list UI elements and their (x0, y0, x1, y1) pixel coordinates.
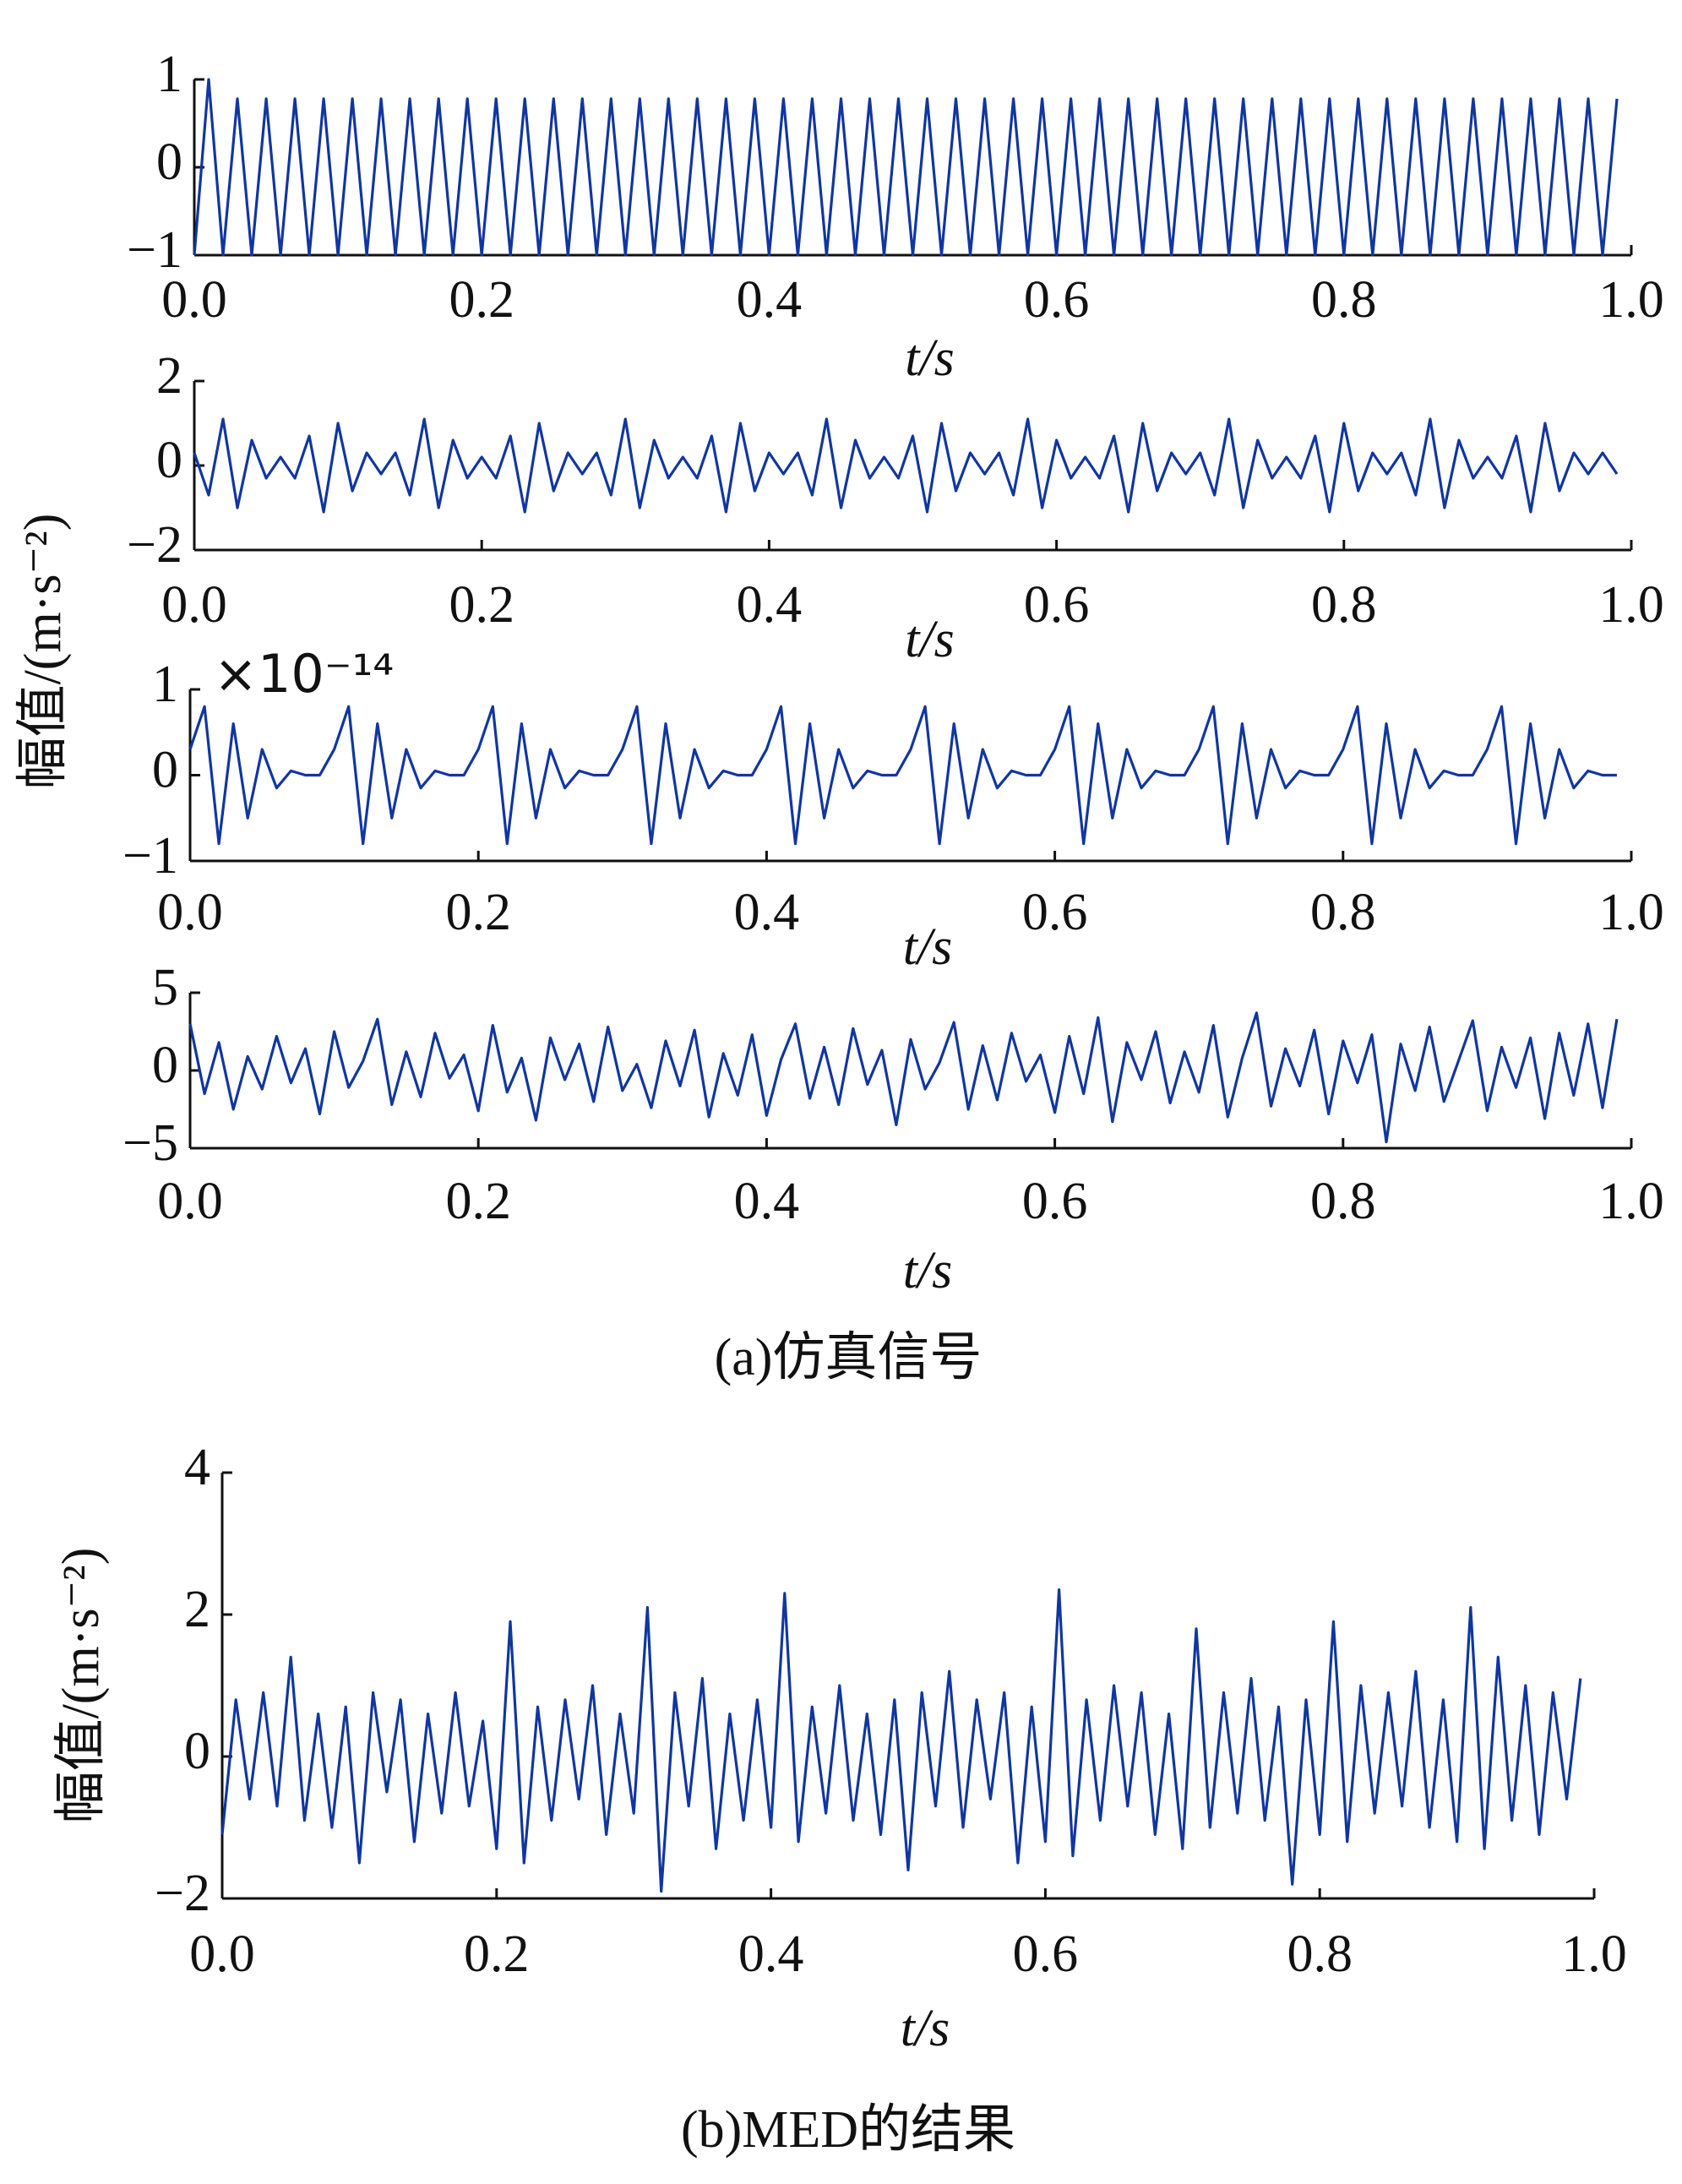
y-tick-label: −1 (127, 221, 182, 279)
x-tick-label: 0.6 (1024, 576, 1090, 634)
x-tick-label: 0.6 (1013, 1925, 1079, 1983)
y-tick-label: 1 (156, 46, 182, 103)
signal-line (193, 417, 1619, 514)
x-tick-label: 0.2 (445, 884, 511, 941)
x-axis-label: t/s (905, 330, 955, 387)
y-tick-label: 2 (184, 1581, 210, 1638)
x-tick-label: 0.0 (157, 884, 223, 941)
signal-line (188, 1011, 1619, 1144)
y-tick-label: 0 (156, 133, 182, 191)
x-tick-label: 0.8 (1310, 1173, 1376, 1230)
signal-line (220, 1588, 1582, 1893)
x-tick-label: 1.0 (1598, 1173, 1664, 1230)
x-tick-label: 0.4 (737, 271, 803, 329)
x-tick-label: 1.0 (1561, 1925, 1627, 1983)
x-tick-label: 0.4 (737, 576, 803, 634)
y-tick-label: 0 (184, 1723, 210, 1780)
x-tick-label: 1.0 (1598, 271, 1664, 329)
x-axis-label: t/s (901, 2000, 950, 2057)
x-tick-label: 0.8 (1311, 271, 1377, 329)
y-tick-label: −5 (122, 1114, 178, 1172)
y-tick-label: 2 (156, 347, 182, 405)
x-tick-label: 0.2 (445, 1173, 511, 1230)
x-tick-label: 0.0 (161, 576, 227, 634)
x-tick-label: 0.2 (449, 576, 514, 634)
x-tick-label: 0.4 (738, 1925, 804, 1983)
x-tick-label: 0.0 (157, 1173, 223, 1230)
y-tick-label: 1 (152, 656, 178, 713)
x-tick-label: 0.8 (1310, 884, 1376, 941)
caption: (b)MED的结果 (681, 2101, 1015, 2159)
x-axis-label: t/s (903, 918, 953, 976)
y-axis-label: 幅值/(m·s⁻²) (14, 514, 72, 790)
y-tick-label: 0 (152, 1037, 178, 1094)
x-tick-label: 0.6 (1024, 271, 1090, 329)
x-tick-label: 0.0 (161, 271, 227, 329)
y-tick-label: 0 (152, 742, 178, 799)
y-axis-label: 幅值/(m·s⁻²) (52, 1548, 110, 1824)
x-tick-label: 0.2 (449, 271, 514, 329)
exponent-label: ×10⁻¹⁴ (214, 643, 394, 705)
x-tick-label: 0.8 (1287, 1925, 1353, 1983)
x-tick-label: 1.0 (1598, 884, 1664, 941)
y-tick-label: −2 (127, 516, 182, 574)
signal-line (193, 78, 1619, 257)
y-tick-label: 5 (152, 959, 178, 1016)
x-tick-label: 0.2 (464, 1925, 530, 1983)
x-axis-label: t/s (905, 611, 955, 668)
y-tick-label: 4 (184, 1439, 210, 1496)
x-tick-label: 0.6 (1022, 884, 1088, 941)
x-tick-label: 0.4 (734, 1173, 800, 1230)
y-tick-label: 0 (156, 432, 182, 489)
signal-line (188, 705, 1617, 846)
x-tick-label: 0.6 (1022, 1173, 1088, 1230)
x-tick-label: 0.0 (189, 1925, 255, 1983)
x-axis-label: t/s (903, 1242, 953, 1299)
y-tick-label: −1 (122, 827, 178, 885)
caption: (a)仿真信号 (715, 1329, 983, 1386)
x-tick-label: 1.0 (1598, 576, 1664, 634)
x-tick-label: 0.4 (734, 884, 800, 941)
y-tick-label: −2 (155, 1865, 210, 1922)
x-tick-label: 0.8 (1311, 576, 1377, 634)
